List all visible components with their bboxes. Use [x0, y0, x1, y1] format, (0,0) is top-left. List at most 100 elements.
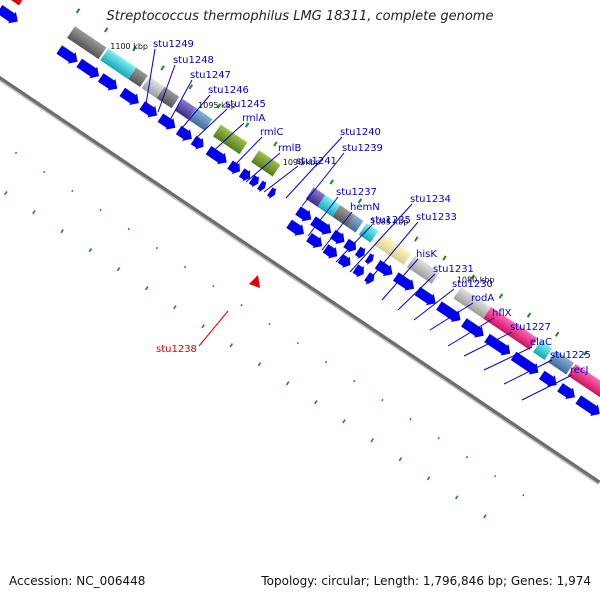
cog-box — [373, 233, 412, 265]
cog-band — [0, 0, 600, 398]
gene-arrow[interactable] — [175, 124, 196, 145]
cog-box — [317, 195, 341, 217]
gene-arrow[interactable] — [238, 167, 254, 184]
gene-label[interactable]: recJ — [570, 365, 589, 376]
scale-tick — [426, 476, 431, 481]
gene-arrow[interactable] — [248, 173, 262, 189]
gene-arrow[interactable] — [510, 350, 543, 378]
gene-arrow[interactable] — [322, 243, 341, 262]
gene-arrow[interactable] — [97, 72, 121, 95]
scale-tick — [342, 419, 346, 424]
scale-tick — [494, 474, 497, 478]
gene-arrow[interactable] — [55, 44, 81, 68]
gene-arrow[interactable] — [294, 205, 315, 226]
scale-tick — [381, 398, 384, 402]
gene-label[interactable]: elaC — [530, 337, 552, 348]
scale-tick — [32, 210, 36, 215]
gene-leader-line — [365, 221, 419, 285]
gene-arrow[interactable] — [118, 86, 142, 109]
scale-tick — [71, 189, 74, 193]
gene-label[interactable]: stu1234 — [410, 194, 451, 205]
gene-arrow[interactable] — [374, 258, 397, 280]
gene-arrow[interactable] — [538, 369, 561, 391]
scale-tick — [127, 227, 130, 231]
gene-arrow[interactable] — [342, 237, 360, 255]
gene-arrow[interactable] — [205, 144, 231, 168]
gene-arrow[interactable] — [190, 134, 208, 152]
gene-leader-line — [245, 152, 281, 183]
gene-label[interactable]: stu1248 — [173, 55, 214, 66]
gene-arrow[interactable] — [413, 285, 439, 309]
gene-arrow[interactable] — [226, 159, 244, 177]
gene-leader-line — [145, 48, 156, 105]
gene-leader-line — [301, 152, 345, 207]
gene-arrow[interactable] — [75, 57, 103, 82]
gene-label[interactable]: stu1237 — [336, 187, 377, 198]
highlighted-gene-arrow[interactable] — [249, 275, 260, 288]
gene-leader-line — [157, 64, 176, 113]
gene-label[interactable]: rmlA — [242, 113, 265, 124]
scale-tick — [353, 379, 356, 383]
gene-arrow[interactable] — [256, 179, 269, 194]
gene-arrow[interactable] — [483, 332, 514, 359]
scale-tick — [14, 151, 18, 155]
gene-label[interactable]: hflX — [492, 308, 512, 319]
cog-box — [251, 150, 281, 177]
gene-label[interactable]: stu1239 — [342, 143, 383, 154]
scale-label: 1100 kbp — [110, 42, 148, 51]
scale-tick — [398, 457, 403, 462]
gene-label[interactable]: stu1230 — [452, 279, 493, 290]
gene-arrow[interactable] — [556, 381, 579, 403]
scale-tick — [173, 305, 177, 310]
gene-arrow[interactable] — [363, 271, 377, 287]
gene-leader-line — [397, 273, 436, 311]
scale-tick — [301, 160, 306, 166]
scale-tick — [257, 362, 262, 367]
gene-arrow[interactable] — [392, 271, 418, 295]
gene-label[interactable]: rmlC — [260, 127, 283, 138]
scale-tick — [116, 267, 121, 272]
gene-leader-line — [263, 165, 299, 193]
gene-arrow[interactable] — [138, 100, 161, 122]
gene-arrow[interactable] — [364, 252, 377, 267]
gene-label[interactable]: stu1240 — [340, 127, 381, 138]
scale-tick — [498, 293, 504, 299]
gene-label[interactable]: hisK — [416, 249, 437, 260]
scale-tick — [201, 324, 205, 329]
gene-arrow[interactable] — [435, 300, 464, 326]
gene-label[interactable]: stu1247 — [190, 70, 231, 81]
gene-label[interactable]: stu1225 — [550, 350, 591, 361]
gene-arrow[interactable] — [305, 231, 326, 252]
scale-tick — [370, 438, 374, 443]
gene-arrow[interactable] — [354, 245, 368, 261]
gene-arrow[interactable] — [351, 263, 367, 280]
gene-arrow[interactable] — [329, 228, 348, 247]
gene-arrow[interactable] — [266, 186, 279, 201]
gene-label[interactable]: stu1245 — [225, 99, 266, 110]
gene-label[interactable]: stu1227 — [510, 322, 551, 333]
gene-label[interactable]: stu1231 — [433, 264, 474, 275]
highlight-gene-label[interactable]: stu1238 — [156, 344, 197, 355]
gene-arrow[interactable] — [460, 317, 488, 342]
gene-label[interactable]: stu1235 — [370, 215, 411, 226]
gene-arrow[interactable] — [309, 215, 335, 239]
scale-label: 1085 kbp — [371, 217, 409, 226]
gene-label[interactable]: rmlB — [278, 143, 301, 154]
gene-label[interactable]: stu1246 — [208, 85, 249, 96]
scale-ticks — [3, 8, 588, 519]
scale-tick — [99, 208, 102, 212]
gene-label[interactable]: hemN — [350, 202, 380, 213]
gene-label[interactable]: stu1241 — [296, 156, 337, 167]
gene-leader-line — [521, 374, 573, 401]
gene-arrow[interactable] — [337, 253, 355, 271]
gene-label[interactable]: rodA — [471, 293, 494, 304]
gene-label[interactable]: stu1233 — [416, 212, 457, 223]
gene-leader-line — [335, 224, 373, 263]
gene-leader-line — [463, 331, 513, 357]
gene-label[interactable]: stu1249 — [153, 39, 194, 50]
gene-arrow[interactable] — [574, 394, 600, 420]
gene-arrow[interactable] — [285, 218, 308, 240]
gene-arrow[interactable] — [0, 3, 22, 27]
gene-arrow[interactable] — [156, 112, 179, 134]
scale-tick — [88, 248, 93, 253]
